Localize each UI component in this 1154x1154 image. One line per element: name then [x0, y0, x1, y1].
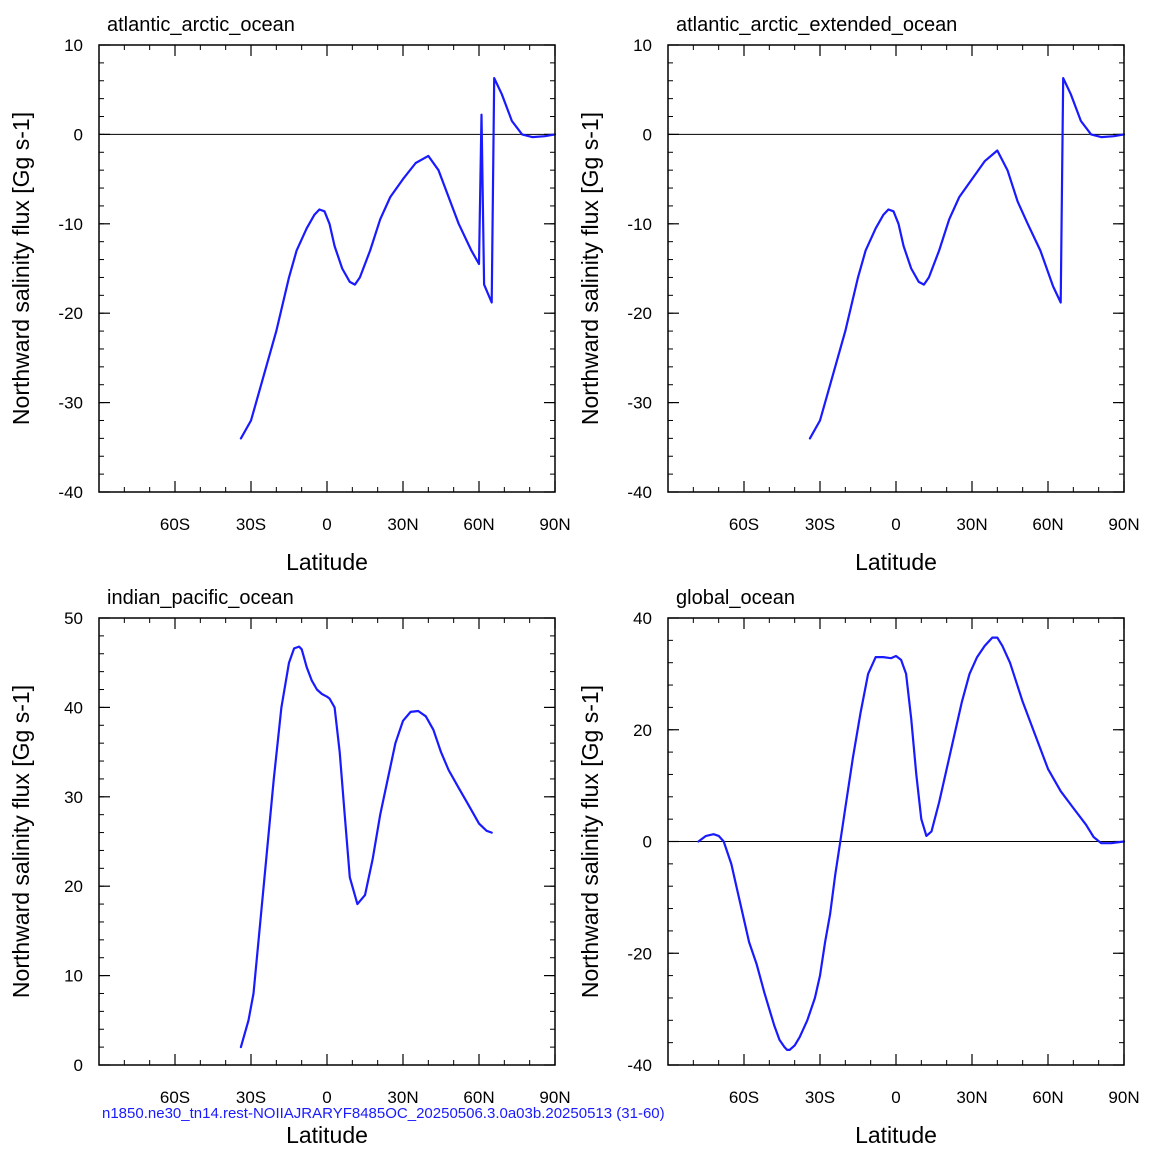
chart0-x-axis-label: Latitude	[286, 549, 368, 575]
chart2-y-tick-label: 0	[74, 1056, 83, 1075]
chart3-x-tick-label: 30S	[805, 1088, 835, 1107]
chart1-y-tick-label: -10	[627, 215, 652, 234]
chart2-x-tick-label: 0	[322, 1088, 331, 1107]
chart2-y-tick-label: 40	[64, 698, 83, 717]
chart0-y-tick-label: -20	[58, 304, 83, 323]
chart1-x-axis-label: Latitude	[855, 549, 937, 575]
chart0-title: atlantic_arctic_ocean	[107, 14, 295, 36]
chart0-y-axis-label: Northward salinity flux [Gg s-1]	[8, 112, 34, 425]
chart1-y-tick-label: -40	[627, 483, 652, 502]
chart1-y-tick-label: -20	[627, 304, 652, 323]
chart0-y-tick-label: -10	[58, 215, 83, 234]
panel-atlantic-arctic-ocean: atlantic_arctic_ocean 60S 30S 0 30N 60N 90N -40…	[8, 14, 571, 575]
chart1-x-tick-label: 30S	[805, 515, 835, 534]
chart0-y-tick-label: -30	[58, 394, 83, 413]
chart2-plot-frame	[98, 617, 556, 1066]
chart2-x-tick-label: 90N	[539, 1088, 570, 1107]
chart0-x-tick-label: 30N	[387, 515, 418, 534]
chart1-x-tick-label: 60S	[729, 515, 759, 534]
chart3-y-tick-label: -40	[627, 1056, 652, 1075]
chart2-y-axis-label: Northward salinity flux [Gg s-1]	[8, 685, 34, 998]
chart3-x-tick-label: 90N	[1108, 1088, 1139, 1107]
chart1-x-tick-label: 90N	[1108, 515, 1139, 534]
chart3-plot-frame	[667, 617, 1125, 1066]
panel-indian-pacific-ocean: indian_pacific_ocean 60S 30S 0 30N 60N 90N 0 10 2…	[8, 587, 571, 1148]
chart0-series-line-0	[239, 77, 557, 440]
chart0-y-tick-label: -40	[58, 483, 83, 502]
chart3-x-tick-label: 60S	[729, 1088, 759, 1107]
chart2-series-line-0	[239, 645, 493, 1049]
chart1-plot-frame	[667, 44, 1125, 493]
chart2-y-tick-label: 10	[64, 967, 83, 986]
chart1-x-tick-label: 30N	[956, 515, 987, 534]
chart3-x-tick-label: 30N	[956, 1088, 987, 1107]
chart0-x-tick-label: 30S	[236, 515, 266, 534]
chart0-x-tick-label: 90N	[539, 515, 570, 534]
chart3-y-tick-label: 0	[643, 833, 652, 852]
chart2-y-tick-label: 20	[64, 877, 83, 896]
chart2-x-axis-label: Latitude	[286, 1122, 368, 1148]
chart2-x-tick-label: 30S	[236, 1088, 266, 1107]
chart3-series-line-0	[697, 636, 1126, 1051]
chart1-series-line-0	[808, 77, 1126, 440]
chart2-x-tick-label: 60S	[160, 1088, 190, 1107]
chart1-y-tick-label: 0	[643, 125, 652, 144]
footer-run-label: n1850.ne30_tn14.rest-NOIIAJRARYF8485OC_2…	[102, 1105, 665, 1122]
chart1-x-tick-label: 60N	[1032, 515, 1063, 534]
chart2-x-tick-label: 30N	[387, 1088, 418, 1107]
chart0-y-tick-label: 10	[64, 36, 83, 55]
panel-atlantic-arctic-extended-ocean: atlantic_arctic_extended_ocean 60S 30S 0 30N…	[577, 14, 1140, 575]
chart2-y-tick-label: 30	[64, 788, 83, 807]
chart3-y-tick-label: 40	[633, 609, 652, 628]
chart1-y-tick-label: -30	[627, 394, 652, 413]
chart1-title: atlantic_arctic_extended_ocean	[676, 14, 957, 36]
chart2-title: indian_pacific_ocean	[107, 587, 294, 609]
chart1-x-tick-label: 0	[891, 515, 900, 534]
chart3-x-tick-label: 60N	[1032, 1088, 1063, 1107]
chart0-x-tick-label: 0	[322, 515, 331, 534]
chart0-x-tick-label: 60N	[463, 515, 494, 534]
panel-global-ocean: global_ocean 60S 30S 0 30N 60N 90N -40 -20 0 20 40 L…	[577, 587, 1140, 1148]
chart0-x-tick-label: 60S	[160, 515, 190, 534]
chart3-title: global_ocean	[676, 587, 795, 609]
chart1-y-tick-label: 10	[633, 36, 652, 55]
chart3-x-axis-label: Latitude	[855, 1122, 937, 1148]
chart2-y-tick-label: 50	[64, 609, 83, 628]
chart0-plot-frame	[98, 44, 556, 493]
chart1-y-axis-label: Northward salinity flux [Gg s-1]	[577, 112, 603, 425]
chart3-y-axis-label: Northward salinity flux [Gg s-1]	[577, 685, 603, 998]
chart3-y-tick-label: 20	[633, 721, 652, 740]
chart2-x-tick-label: 60N	[463, 1088, 494, 1107]
chart0-y-tick-label: 0	[74, 125, 83, 144]
chart3-y-tick-label: -20	[627, 944, 652, 963]
chart3-x-tick-label: 0	[891, 1088, 900, 1107]
